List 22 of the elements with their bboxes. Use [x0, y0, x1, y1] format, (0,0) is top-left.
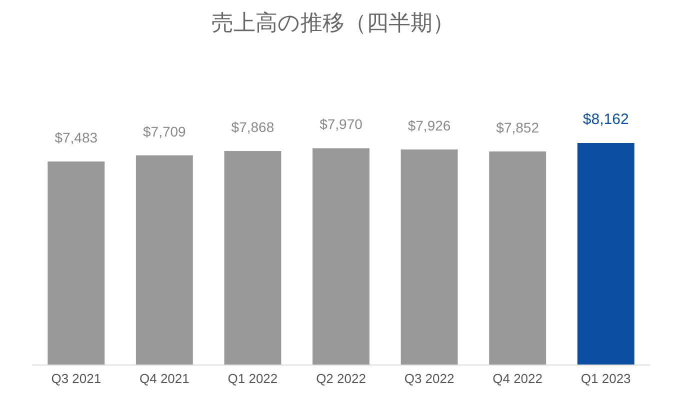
x-tick-label: Q1 2023: [580, 371, 631, 386]
bar: [489, 151, 546, 365]
bar: [48, 161, 105, 365]
x-tick-label: Q2 2022: [316, 371, 366, 386]
x-tick-label: Q4 2021: [139, 371, 190, 386]
x-tick-label: Q4 2022: [492, 371, 543, 386]
data-label: $7,483: [54, 129, 98, 146]
bar: [400, 149, 458, 365]
chart-title: 売上高の推移（四半期）: [212, 10, 454, 35]
data-label: $7,852: [496, 119, 540, 136]
bar: [312, 148, 370, 365]
x-tick-label: Q1 2022: [228, 371, 278, 386]
data-label: $7,868: [231, 118, 274, 135]
data-label: $7,970: [320, 116, 363, 132]
data-label: $8,162: [582, 111, 629, 128]
bar: [224, 150, 282, 365]
bar: [577, 143, 634, 365]
data-label: $7,926: [408, 117, 451, 134]
bar: [136, 155, 193, 365]
x-tick-label: Q3 2021: [51, 371, 102, 386]
data-label: $7,709: [143, 123, 186, 140]
x-tick-label: Q3 2022: [404, 371, 454, 386]
